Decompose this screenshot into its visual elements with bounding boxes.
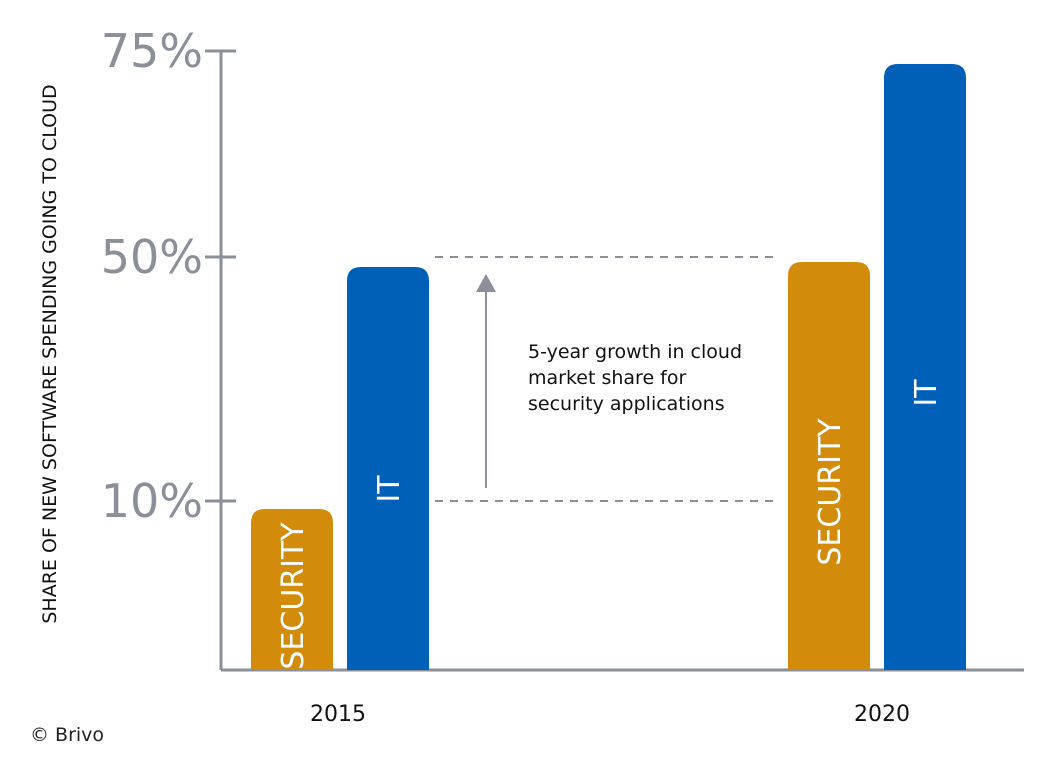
bar-security-2020 <box>788 262 870 670</box>
growth-annotation: 5-year growth in cloud market share for … <box>476 274 742 488</box>
y-tick-label: 50% <box>101 230 203 284</box>
bar-label-it: IT <box>909 379 944 407</box>
x-category-label: 2015 <box>310 702 366 727</box>
bar-it-2015 <box>347 267 429 670</box>
annotation-line-1: 5-year growth in cloud <box>528 341 742 363</box>
bar-label-security: SECURITY <box>813 418 848 566</box>
annotation-line-2: market share for <box>528 367 686 389</box>
annotation-line-3: security applications <box>528 393 725 415</box>
x-category-label: 2020 <box>854 702 910 727</box>
credit-text: © Brivo <box>30 724 104 746</box>
y-axis-label: SHARE OF NEW SOFTWARE SPENDING GOING TO … <box>39 84 61 623</box>
y-tick-label: 10% <box>101 474 203 528</box>
bar-label-it: IT <box>372 475 407 503</box>
growth-arrow-head <box>476 274 496 292</box>
bar-security-2015 <box>251 509 333 670</box>
bar-it-2020 <box>884 64 966 670</box>
bar-label-security: SECURITY <box>276 522 311 670</box>
y-tick-label: 75% <box>101 24 203 78</box>
